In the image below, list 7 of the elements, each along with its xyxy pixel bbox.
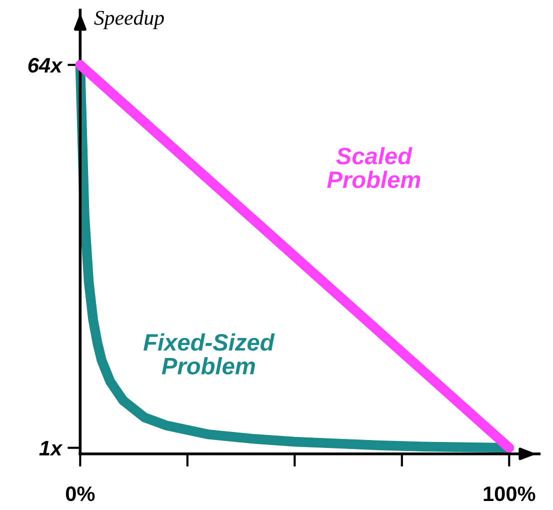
x-tick-label: 0% — [66, 486, 95, 502]
x-tick-label: 100% — [484, 486, 536, 502]
series-label: Fixed-Sized Problem — [144, 333, 275, 374]
y-tick-label: 64x — [28, 58, 63, 73]
y-axis-title: Speedup — [94, 10, 164, 30]
y-tick-label: 1x — [39, 441, 63, 456]
text: Scaled Problem — [327, 147, 420, 188]
